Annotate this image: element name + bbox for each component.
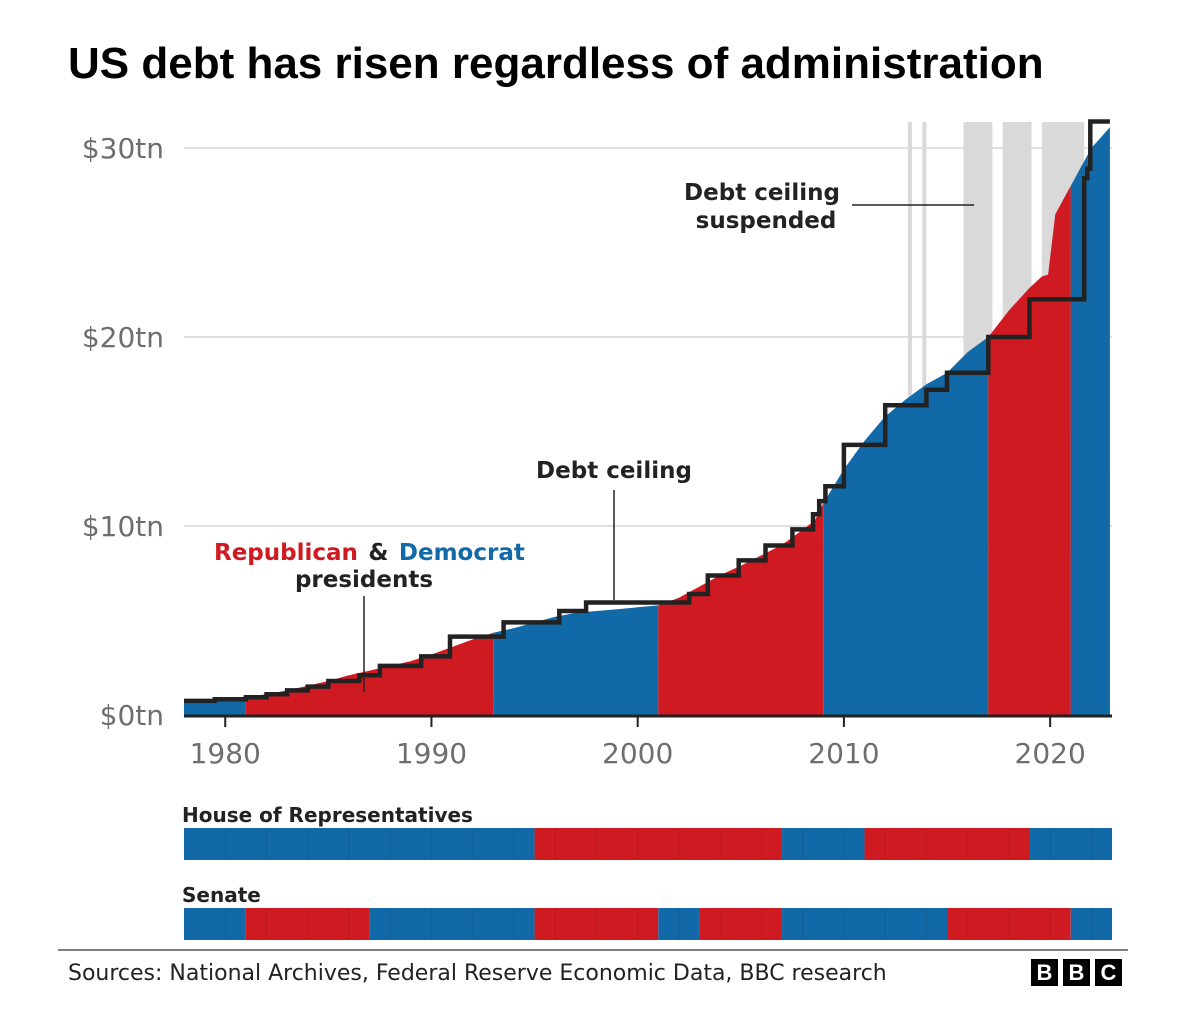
x-tick-labels: 1980 1990 2000 2010 2020 [190,717,1086,770]
x-tick-2000: 2000 [602,737,673,770]
senate-segment-4 [534,908,659,940]
y-tick-0: $0tn [100,699,164,732]
house-segment-5 [1029,828,1112,860]
suspended-annotation-line1: Debt ceiling [684,180,840,206]
y-tick-20: $20tn [82,321,164,354]
x-tick-2010: 2010 [808,737,879,770]
legend-republican: Republican [214,540,358,566]
senate-segment-8 [947,908,1071,940]
chart-title: US debt has risen regardless of administ… [68,39,1044,88]
sources-text: Sources: National Archives, Federal Rese… [68,961,887,986]
house-segment-2 [534,828,783,860]
debt-ceiling-group [184,119,1110,704]
suspended-annotation-line2: suspended [696,208,837,234]
x-tick-1990: 1990 [396,737,467,770]
house-segment-4 [864,828,1030,860]
senate-segment-2 [245,908,370,940]
y-tick-10: $10tn [82,510,164,543]
x-tick-1980: 1980 [190,737,261,770]
bbc-logo-letter-1: B [1037,960,1053,985]
debt-ceiling-annotation: Debt ceiling [536,458,692,484]
bbc-logo-box-1 [1031,959,1058,986]
legend-democrat: Democrat [399,540,525,566]
house-segment-1 [184,828,535,860]
house-segment-3 [782,828,865,860]
y-tick-30: $30tn [82,132,164,165]
bbc-logo-box-3 [1095,959,1122,986]
party-legend-line: Republican & Democrat [214,540,525,566]
presidency-area-4 [658,503,824,715]
senate-segment-1 [184,908,246,940]
bbc-logo-letter-3: C [1101,960,1117,985]
senate-bar [184,908,1112,940]
bbc-logo-box-2 [1063,959,1090,986]
senate-segment-6 [699,908,783,940]
x-tick-2020: 2020 [1015,737,1086,770]
legend-ampersand: & [368,540,388,566]
debt-areas [184,127,1110,716]
debt-ceiling-line [184,119,1110,704]
senate-segment-3 [369,908,535,940]
senate-segment-5 [658,908,700,940]
y-tick-labels: $0tn $10tn $20tn $30tn [82,132,164,732]
presidency-area-5 [823,337,989,715]
house-label: House of Representatives [182,803,473,827]
senate-segment-7 [782,908,948,940]
bbc-logo: B B C [1031,959,1122,986]
presidency-area-3 [493,605,659,715]
presidency-area-6 [988,185,1071,716]
senate-label: Senate [182,883,261,907]
house-bar [184,828,1112,860]
senate-segment-9 [1070,908,1112,940]
bbc-logo-letter-2: B [1069,960,1085,985]
legend-presidents: presidents [295,567,433,593]
presidency-area-7 [1070,127,1110,715]
